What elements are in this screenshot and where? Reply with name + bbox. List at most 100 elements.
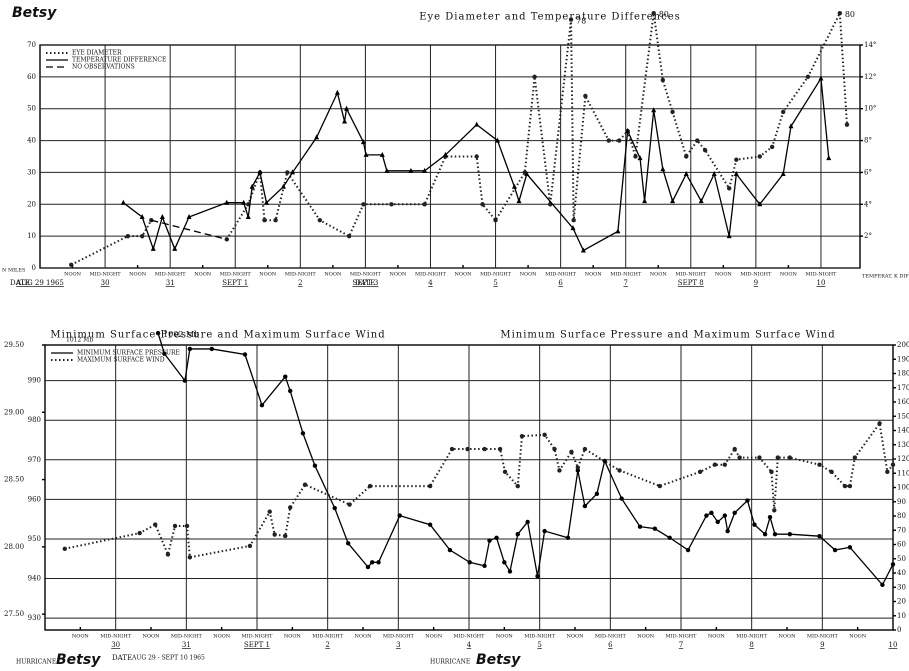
x-tick-label: MID-NIGHT	[171, 634, 203, 640]
data-point	[711, 171, 717, 177]
x-tick-label: MID-NIGHT	[595, 634, 627, 640]
x-tick-label: NOON	[355, 634, 373, 640]
data-point	[557, 468, 562, 473]
x-tick-label: MID-NIGHT	[736, 634, 768, 640]
x-tick-label: MID-NIGHT	[100, 634, 132, 640]
data-point	[767, 514, 773, 520]
date-label: 31	[166, 279, 175, 287]
data-point	[187, 346, 193, 352]
date-label: 10	[889, 641, 898, 649]
data-point	[257, 169, 263, 175]
data-point	[288, 505, 293, 510]
data-point	[376, 560, 381, 565]
data-point	[247, 543, 253, 549]
data-point	[832, 547, 838, 553]
data-point	[698, 198, 704, 204]
x-tick-label: NOON	[129, 272, 147, 278]
data-point	[474, 121, 480, 127]
data-point	[732, 446, 737, 452]
data-point	[877, 421, 882, 426]
data-point	[187, 555, 193, 560]
y2-tick-label: 170	[897, 384, 909, 392]
data-point	[633, 154, 638, 159]
data-point	[314, 134, 320, 140]
data-point	[467, 560, 472, 565]
data-point	[569, 449, 574, 455]
x-tick-label: MID-NIGHT	[524, 634, 556, 640]
y2-tick-label: 30	[897, 583, 906, 591]
data-point	[150, 245, 156, 251]
data-point	[334, 89, 340, 95]
x-tick-label: MID-NIGHT	[545, 272, 577, 278]
data-point	[667, 535, 672, 540]
data-point	[182, 378, 188, 383]
data-point	[389, 202, 394, 207]
data-point	[817, 533, 822, 539]
date-label: 4	[467, 641, 472, 649]
x-tick-label: MID-NIGHT	[807, 634, 839, 640]
data-point	[726, 233, 732, 239]
y2-tick-label: 12°	[864, 73, 876, 81]
data-point	[172, 523, 178, 529]
data-point	[367, 483, 373, 489]
data-point	[842, 483, 848, 489]
data-point	[712, 462, 718, 467]
data-point	[722, 462, 728, 467]
data-point	[637, 524, 643, 529]
date-label: 7	[679, 641, 683, 649]
data-point	[568, 17, 574, 22]
data-point	[494, 535, 499, 540]
date-label: 30	[101, 279, 110, 287]
data-point	[880, 582, 885, 588]
date-label: 7	[623, 279, 627, 287]
x-tick-label: MID-NIGHT	[415, 272, 447, 278]
data-point	[535, 573, 540, 579]
data-point	[369, 560, 375, 565]
value-label: 78	[576, 17, 586, 26]
data-point	[715, 519, 720, 525]
y2-tick-label: 130	[897, 441, 909, 449]
y-tick-label: 930	[28, 614, 41, 622]
data-point	[515, 532, 520, 537]
data-point	[745, 498, 750, 503]
data-point	[427, 483, 433, 489]
series-line	[64, 420, 894, 559]
data-point	[290, 169, 296, 175]
data-point	[625, 128, 631, 134]
date-label: 2	[325, 641, 329, 649]
annotation: AUG 29 - SEPT 10 1965	[131, 655, 205, 662]
data-point	[762, 532, 768, 537]
y-axis-label: N MILES	[2, 268, 26, 274]
date-label: 5	[493, 279, 497, 287]
data-point	[769, 144, 775, 150]
date-label: 10	[816, 279, 825, 287]
data-point	[780, 171, 786, 177]
data-point	[772, 508, 777, 513]
data-point	[722, 513, 728, 518]
y-tick-label: 950	[28, 535, 41, 543]
data-point	[172, 245, 178, 251]
x-tick-label: MID-NIGHT	[740, 272, 772, 278]
x-tick-label: NOON	[324, 272, 342, 278]
y2-tick-label: 4°	[864, 200, 872, 208]
data-point	[657, 483, 662, 489]
data-point	[570, 225, 576, 231]
y-tick-label: 70	[27, 41, 36, 49]
data-point	[837, 10, 843, 16]
data-point	[125, 233, 131, 239]
y-inch-tick-label: 28.50	[4, 476, 24, 484]
data-point	[363, 151, 369, 157]
data-point	[379, 151, 385, 157]
x-tick-label: MID-NIGHT	[383, 634, 415, 640]
plot-frame	[39, 44, 861, 269]
date-label: 30	[111, 641, 120, 649]
date-label: SEPT 1	[244, 641, 270, 649]
data-point	[120, 199, 126, 205]
data-point	[302, 482, 308, 487]
x-tick-label: NOON	[425, 634, 443, 640]
data-point	[159, 214, 165, 220]
data-point	[312, 463, 318, 468]
data-point	[184, 523, 190, 529]
y-inch-tick-label: 29.00	[4, 408, 24, 416]
data-point	[652, 526, 658, 531]
